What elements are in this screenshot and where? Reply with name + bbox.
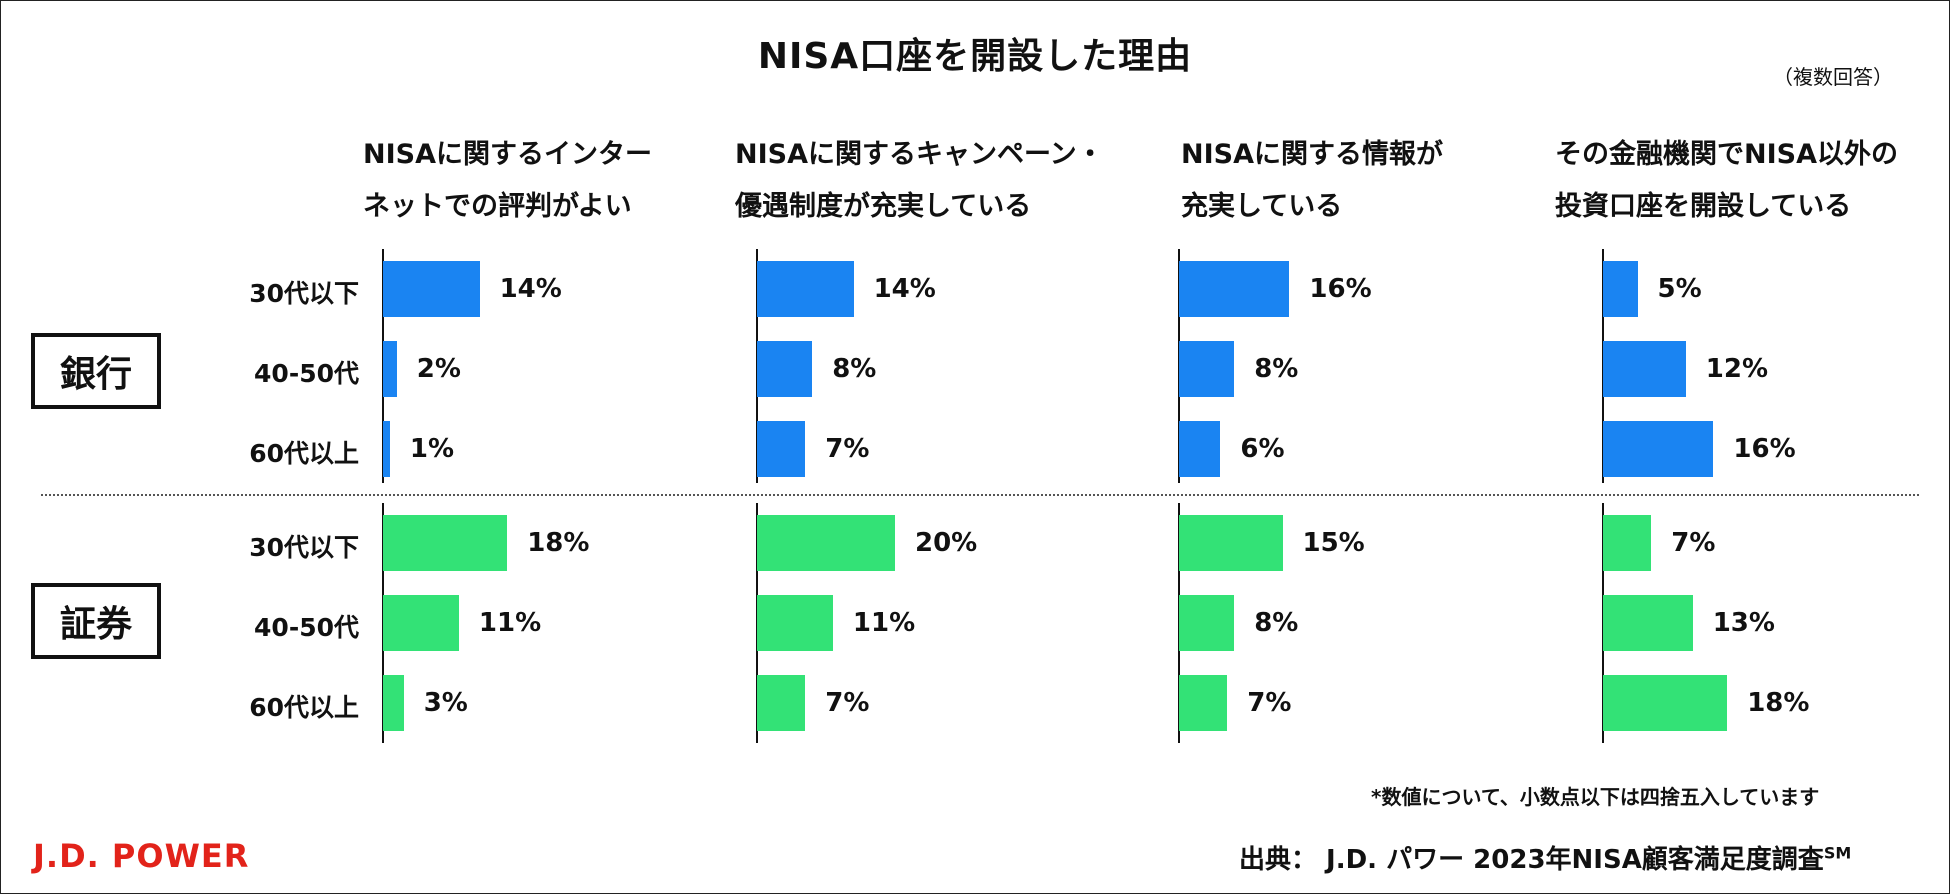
value-label-1-bank-3: 1% [409,434,455,464]
value-label-1-securities-3: 3% [423,688,468,718]
group-label-securities: 証券 [31,583,161,659]
bar-1-securities-1 [383,515,508,571]
multiple-answer-note: （複数回答） [1773,65,1893,89]
bar-1-bank-2 [383,341,397,397]
value-label-3-securities-3: 7% [1247,688,1292,718]
source-service-mark: SM [1823,843,1852,863]
bar-2-securities-3 [757,675,806,731]
bar-4-securities-3 [1603,675,1728,731]
source-text: 出典： J.D. パワー 2023年NISA顧客満足度調査 [1239,845,1824,875]
bar-4-securities-2 [1603,595,1693,651]
age-label-bank-30s: 30代以下 [249,279,359,308]
value-label-3-securities-2: 8% [1254,608,1299,638]
bar-3-bank-1 [1179,261,1290,317]
chart-title: NISA口座を開設した理由 [757,36,1193,77]
bar-3-bank-3 [1179,421,1221,477]
bar-3-securities-3 [1179,675,1228,731]
age-label-sec-40-50s: 40-50代 [254,613,359,642]
bar-2-bank-2 [757,341,813,397]
bar-1-securities-3 [383,675,404,731]
value-label-1-bank-1: 14% [499,274,562,304]
bar-4-securities-1 [1603,515,1652,571]
jd-power-logo: J.D. POWER [33,837,250,875]
value-label-3-bank-3: 6% [1240,434,1285,464]
column-header-1: NISAに関するインター ネットでの評判がよい [363,139,652,222]
source-credit: 出典： J.D. パワー 2023年NISA顧客満足度調査SM [1239,839,1851,876]
bar-4-bank-3 [1603,421,1714,477]
value-label-4-bank-1: 5% [1657,274,1702,304]
value-label-2-securities-3: 7% [825,688,870,718]
value-label-2-securities-2: 11% [852,608,916,638]
age-label-sec-30s: 30代以下 [249,533,359,562]
value-label-3-bank-1: 16% [1309,274,1372,304]
value-label-1-securities-2: 11% [478,608,542,638]
value-label-1-securities-1: 18% [527,528,590,558]
bar-2-bank-3 [757,421,806,477]
value-label-3-securities-1: 15% [1302,528,1365,558]
age-label-sec-60s: 60代以上 [249,693,359,722]
bar-4-bank-1 [1603,261,1638,317]
value-label-2-bank-3: 7% [825,434,870,464]
bar-3-securities-1 [1179,515,1283,571]
value-label-1-bank-2: 2% [416,354,461,384]
value-label-2-bank-2: 8% [832,354,877,384]
value-label-4-securities-2: 13% [1712,608,1775,638]
value-label-4-bank-2: 12% [1705,354,1769,384]
column-header-3: NISAに関する情報が 充実している [1181,139,1443,222]
bar-3-bank-2 [1179,341,1235,397]
bar-2-securities-1 [757,515,895,571]
bar-1-bank-3 [383,421,390,477]
group-divider [41,494,1919,496]
value-label-2-securities-1: 20% [915,528,978,558]
rounding-footnote: *数値について、小数点以下は四捨五入しています [1371,785,1820,809]
value-label-4-securities-3: 18% [1747,688,1810,718]
column-header-4: その金融機関でNISA以外の 投資口座を開設している [1555,139,1898,222]
age-label-bank-40-50s: 40-50代 [254,359,359,388]
bar-1-bank-1 [383,261,480,317]
value-label-3-bank-2: 8% [1254,354,1299,384]
bar-2-bank-1 [757,261,854,317]
bar-3-securities-2 [1179,595,1235,651]
value-label-4-bank-3: 16% [1733,434,1796,464]
bar-4-bank-2 [1603,341,1686,397]
value-label-2-bank-1: 14% [873,274,936,304]
column-header-2: NISAに関するキャンペーン・ 優遇制度が充実している [735,139,1104,222]
age-label-bank-60s: 60代以上 [249,439,359,468]
value-label-4-securities-1: 7% [1671,528,1716,558]
group-label-bank: 銀行 [31,333,161,409]
bar-2-securities-2 [757,595,833,651]
bar-1-securities-2 [383,595,459,651]
